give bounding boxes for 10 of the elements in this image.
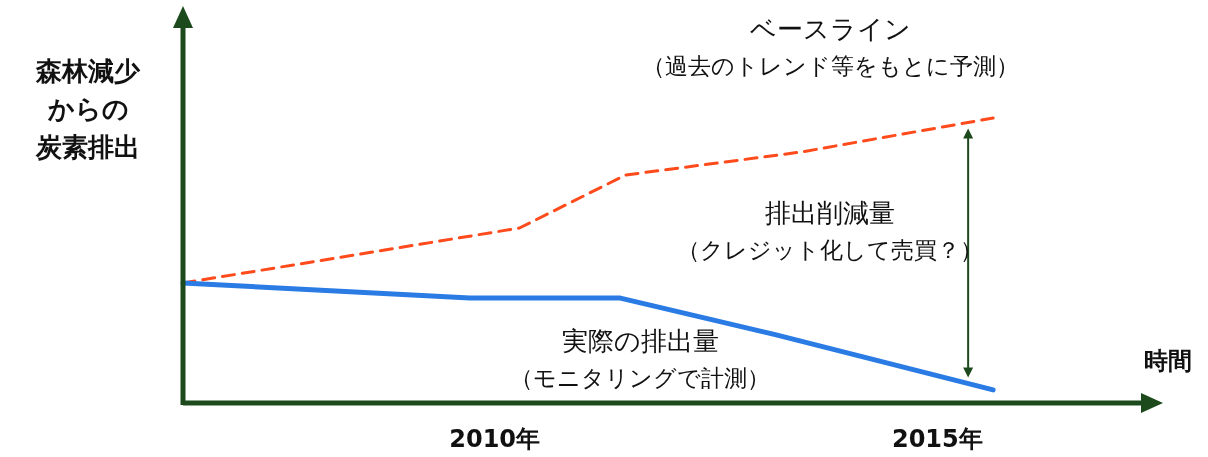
text: （過去のトレンド等をもとに予測） (641, 53, 1019, 79)
annotation: 実際の排出量 (561, 326, 719, 356)
x-axis-title: 時間 (1144, 347, 1192, 375)
text: ベースライン (749, 14, 911, 44)
x-tick-label: 2010年 (449, 425, 541, 453)
annotation: 排出削減量 (765, 198, 895, 228)
annotation: （クレジット化して売買？） (677, 237, 983, 263)
y-axis-title: 森林減少からの炭素排出 (35, 56, 141, 162)
annotation: （モニタリングで計測） (510, 365, 770, 391)
x-tick-label: 2015年 (891, 425, 983, 453)
